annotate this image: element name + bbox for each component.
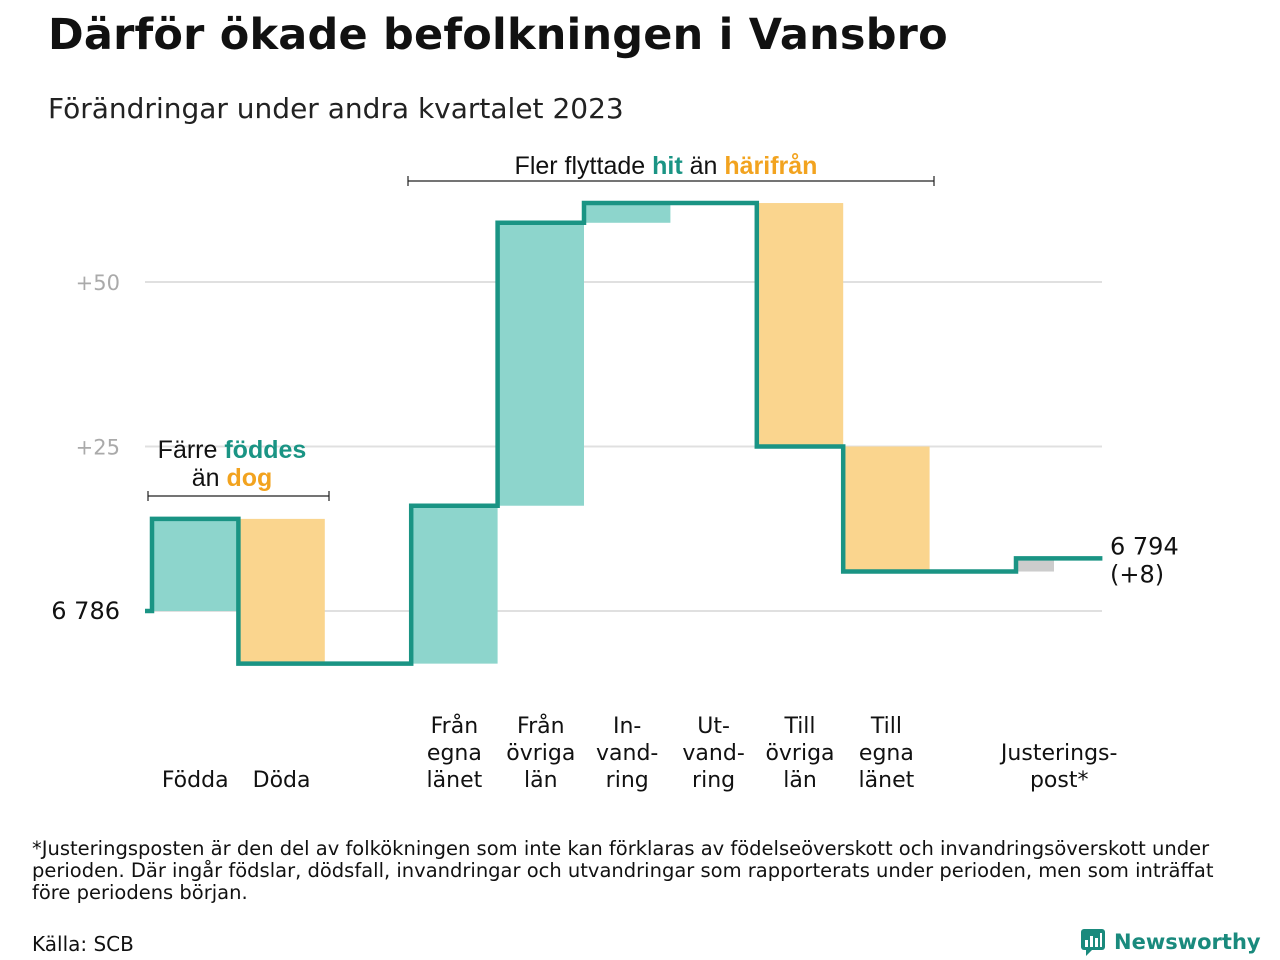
y-tick-label: +50 <box>76 271 120 295</box>
category-label: ring <box>692 768 735 793</box>
category-label: post* <box>1030 768 1089 793</box>
end-value-label: 6 794 <box>1110 532 1179 560</box>
footnote: *Justeringsposten är den del av folkökni… <box>32 837 1214 904</box>
bar <box>756 203 844 447</box>
annotation-part: än <box>683 152 725 180</box>
annotation-part: än <box>192 464 227 492</box>
category-label: övriga <box>765 741 834 766</box>
category-label: länet <box>859 768 915 793</box>
category-label: Till <box>870 714 902 739</box>
annotation-part: härifrån <box>724 152 817 180</box>
chart-subtitle: Förändringar under andra kvartalet 2023 <box>48 92 624 125</box>
category-label: egna <box>859 741 914 766</box>
source-note: Källa: SCB <box>32 932 134 956</box>
category-label: Döda <box>253 768 311 793</box>
category-label: In- <box>613 714 641 739</box>
category-label: Ut- <box>697 714 730 739</box>
category-label: Justerings- <box>999 741 1118 766</box>
annotation-migration: Fler flyttade hit än härifrån <box>515 152 818 180</box>
category-label: Till <box>783 714 815 739</box>
bar <box>152 518 239 611</box>
brand-name: Newsworthy <box>1114 930 1261 954</box>
bar <box>411 505 498 664</box>
annotation-part: Färre <box>158 436 225 464</box>
bar <box>584 203 671 223</box>
category-label: län <box>524 768 558 793</box>
annotation-part: föddes <box>224 436 306 464</box>
bar <box>1016 558 1054 572</box>
category-label: Från <box>431 713 479 739</box>
category-label: ring <box>606 768 649 793</box>
category-label: länet <box>427 768 483 793</box>
bar <box>843 446 930 572</box>
brand-logo: Newsworthy <box>1080 928 1261 956</box>
annotation-births-deaths-line2: än dog <box>192 464 273 492</box>
annotation-part: Fler flyttade <box>515 152 653 180</box>
end-change-label: (+8) <box>1110 560 1164 588</box>
category-label: Födda <box>162 768 229 793</box>
category-label: Från <box>517 713 565 739</box>
category-label: egna <box>427 741 482 766</box>
category-label: vand- <box>682 741 744 766</box>
category-label: vand- <box>596 741 658 766</box>
cumulative-step-line <box>145 200 1103 666</box>
bar <box>238 518 325 664</box>
bar <box>497 222 584 506</box>
category-label: län <box>783 768 817 793</box>
newsworthy-logo-icon <box>1081 929 1105 956</box>
chart-title: Därför ökade befolkningen i Vansbro <box>48 10 948 60</box>
annotation-part: hit <box>652 152 683 180</box>
annotation-births-deaths-line1: Färre föddes <box>158 436 307 464</box>
category-label: övriga <box>506 741 575 766</box>
annotation-part: dog <box>226 464 272 492</box>
start-value-label: 6 786 <box>51 597 120 625</box>
y-tick-label: +25 <box>76 436 120 460</box>
